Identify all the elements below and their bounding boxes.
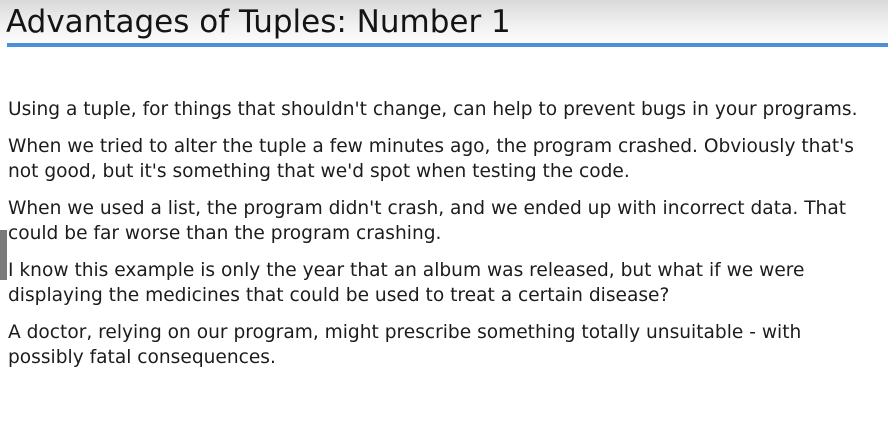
paragraph-1: Using a tuple, for things that shouldn't…	[8, 97, 888, 122]
paragraph-line: A doctor, relying on our program, might …	[8, 322, 802, 343]
paragraph-4: I know this example is only the year tha…	[8, 258, 888, 308]
paragraph-2: When we tried to alter the tuple a few m…	[8, 134, 888, 184]
paragraph-5: A doctor, relying on our program, might …	[8, 320, 888, 370]
paragraph-line: could be far worse than the program cras…	[8, 223, 442, 244]
side-marker	[0, 230, 7, 280]
paragraph-line: possibly fatal consequences.	[8, 347, 276, 368]
slide-body: Using a tuple, for things that shouldn't…	[8, 97, 888, 382]
paragraph-3: When we used a list, the program didn't …	[8, 196, 888, 246]
paragraph-line: When we used a list, the program didn't …	[8, 198, 847, 219]
paragraph-line: Using a tuple, for things that shouldn't…	[8, 99, 858, 120]
slide-header: Advantages of Tuples: Number 1	[0, 0, 888, 48]
title-underline	[7, 43, 888, 47]
paragraph-line: displaying the medicines that could be u…	[8, 285, 670, 306]
paragraph-line: When we tried to alter the tuple a few m…	[8, 136, 854, 157]
paragraph-line: not good, but it's something that we'd s…	[8, 161, 630, 182]
slide-title: Advantages of Tuples: Number 1	[6, 4, 511, 40]
paragraph-line: I know this example is only the year tha…	[8, 260, 805, 281]
